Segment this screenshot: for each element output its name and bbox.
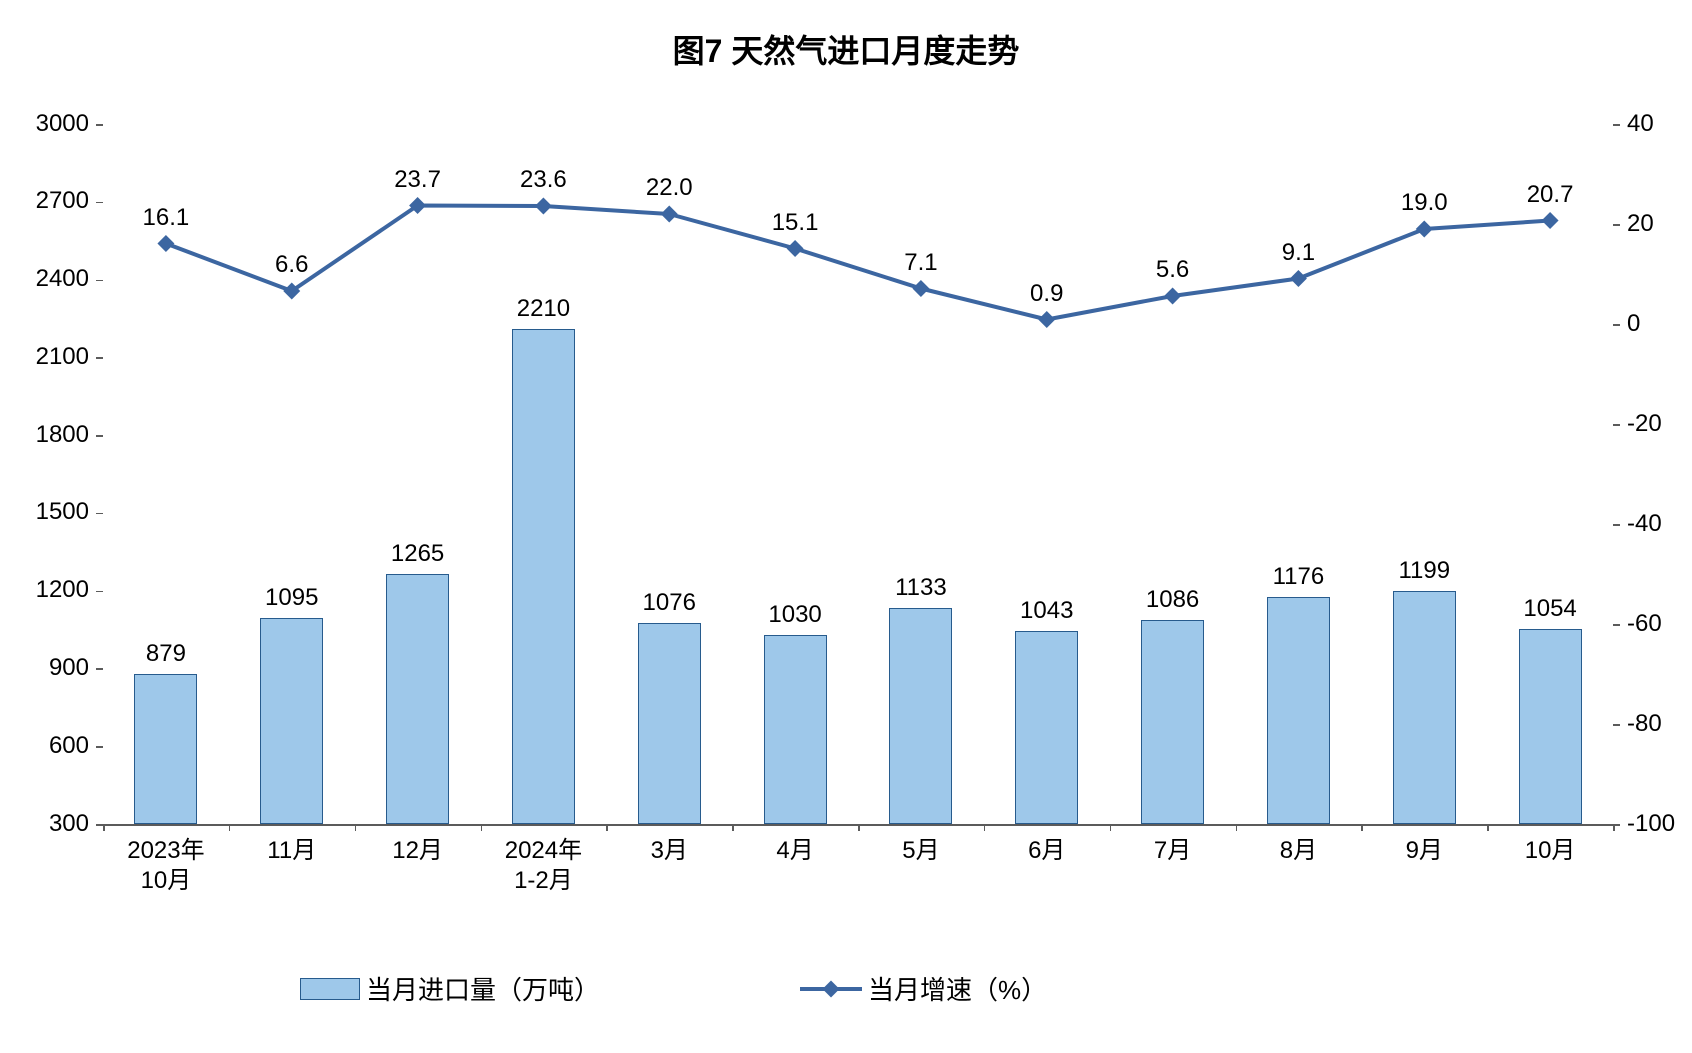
line-value-label: 16.1: [103, 204, 229, 232]
line-value-label: 22.0: [606, 174, 732, 202]
line-marker-diamond: [1416, 221, 1433, 238]
line-marker-diamond: [1542, 212, 1559, 229]
line-value-label: 23.6: [481, 166, 607, 194]
line-value-label: 20.7: [1487, 181, 1613, 209]
line-value-label: 23.7: [355, 166, 481, 194]
line-marker-diamond: [787, 240, 804, 257]
line-marker-diamond: [535, 198, 552, 215]
line-value-label: 15.1: [732, 209, 858, 237]
line-value-label: 9.1: [1236, 239, 1362, 267]
line-series-svg: [0, 0, 1692, 1053]
line-value-label: 0.9: [984, 280, 1110, 308]
natural-gas-import-chart: 图7 天然气进口月度走势 当月进口量（万吨） 当月增速（%） 300600900…: [0, 0, 1692, 1053]
line-value-label: 6.6: [229, 251, 355, 279]
line-marker-diamond: [661, 206, 678, 223]
line-marker-diamond: [912, 280, 929, 297]
line-value-label: 19.0: [1361, 189, 1487, 217]
line-marker-diamond: [1164, 288, 1181, 305]
line-value-label: 5.6: [1110, 256, 1236, 284]
line-marker-diamond: [1290, 270, 1307, 287]
line-value-label: 7.1: [858, 249, 984, 277]
line-marker-diamond: [1038, 311, 1055, 328]
line-marker-diamond: [157, 235, 174, 252]
